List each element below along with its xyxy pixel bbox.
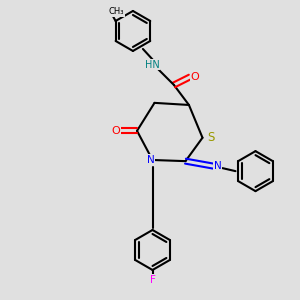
Text: O: O [190, 72, 199, 82]
Text: S: S [207, 131, 214, 144]
Text: N: N [214, 161, 221, 171]
Text: O: O [112, 126, 120, 136]
Text: HN: HN [145, 60, 159, 70]
Text: F: F [150, 275, 155, 285]
Text: N: N [147, 155, 154, 165]
Text: CH₃: CH₃ [109, 8, 124, 16]
